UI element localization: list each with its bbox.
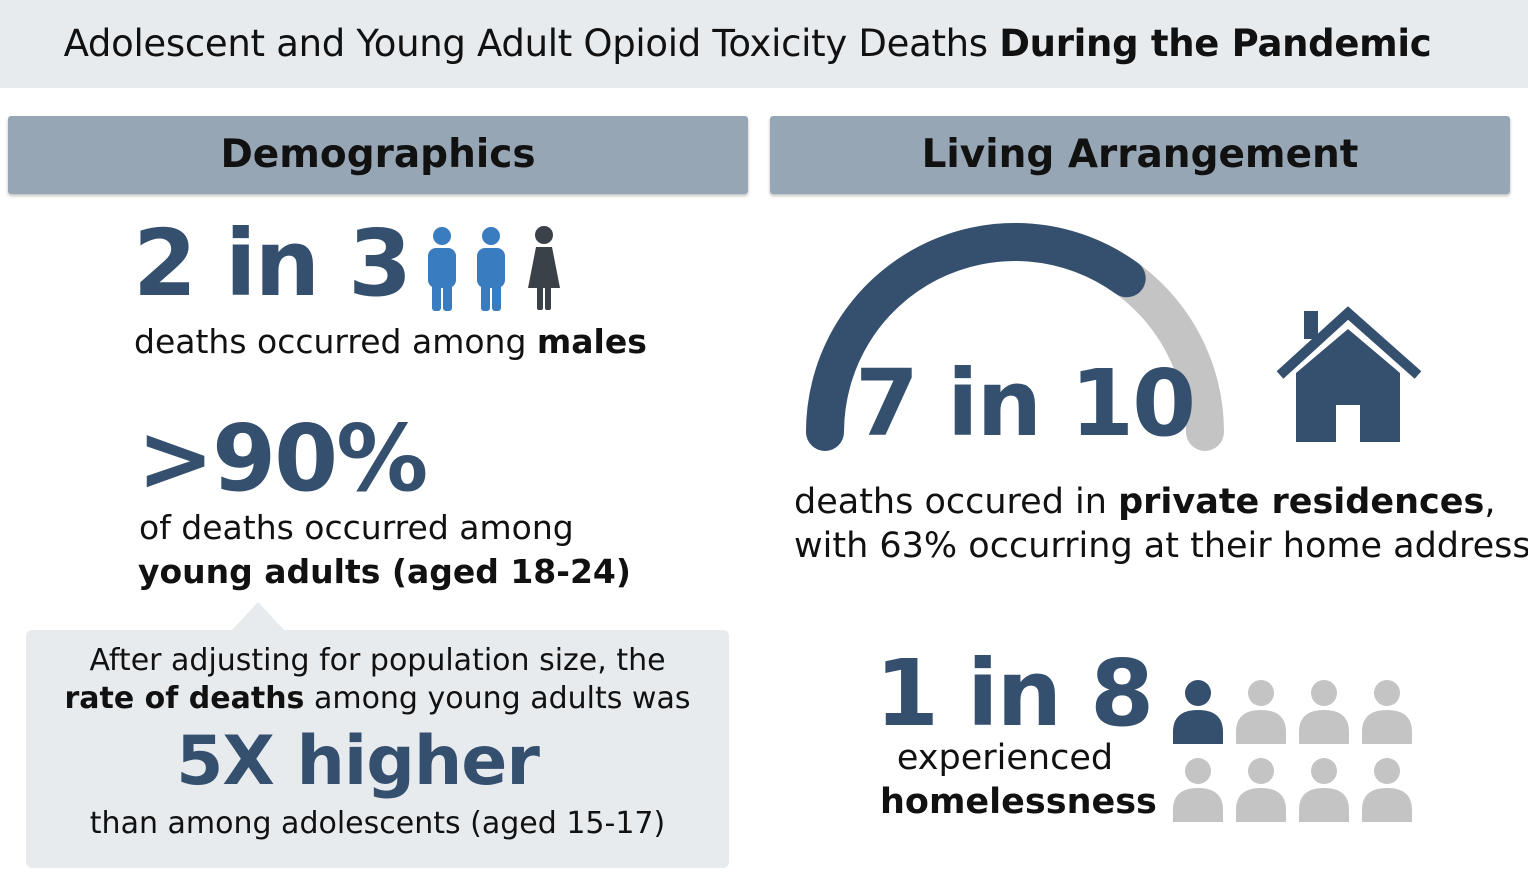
residence-bold: private residences: [1118, 482, 1485, 522]
person-icon: [1236, 758, 1286, 822]
callout-pointer: [230, 602, 286, 632]
male-person-icon: [477, 227, 505, 311]
callout-line2: rate of deaths among young adults was: [26, 681, 729, 716]
house-icon: [1276, 306, 1422, 442]
callout-line2-rest: among young adults was: [304, 681, 691, 716]
homelessness-text-line1: experienced: [896, 738, 1114, 778]
residence-regular: deaths occured in: [794, 482, 1119, 522]
males-stat: 2 in 3: [133, 210, 412, 317]
person-icon: [1173, 758, 1223, 822]
young-adults-stat: >90%: [137, 405, 428, 512]
person-icon: [1299, 758, 1349, 822]
title-regular: Adolescent and Young Adult Opioid Toxici…: [63, 22, 1000, 65]
males-text: deaths occurred among males: [134, 322, 647, 361]
demographics-header: Demographics: [8, 116, 748, 194]
homelessness-stat: 1 in 8: [875, 640, 1154, 747]
living-arrangement-header: Living Arrangement: [770, 116, 1510, 194]
person-icon: [1299, 680, 1349, 744]
young-adults-text-line1: of deaths occurred among: [139, 508, 574, 547]
young-adults-text-line2: young adults (aged 18-24): [138, 552, 631, 591]
title-bold: During the Pandemic: [999, 22, 1432, 65]
callout-box: [26, 630, 729, 868]
female-person-icon: [528, 226, 560, 310]
person-icon: [1236, 680, 1286, 744]
homelessness-person-grid: [1173, 680, 1412, 822]
gauge-chart: [806, 223, 1224, 451]
callout-big-stat: 5X higher: [176, 722, 540, 801]
callout-line2-bold: rate of deaths: [64, 681, 305, 716]
people-icons: [428, 226, 560, 311]
males-text-bold: males: [536, 322, 647, 361]
person-icon: [1173, 680, 1223, 744]
callout-line3: than among adolescents (aged 15-17): [89, 806, 666, 841]
gauge-fill: [806, 223, 1146, 451]
private-residence-stat: 7 in 10: [855, 350, 1196, 457]
homelessness-text-line2: homelessness: [880, 782, 1157, 822]
title-bar: [0, 0, 1528, 88]
page-title: Adolescent and Young Adult Opioid Toxici…: [0, 22, 1495, 65]
person-icon: [1362, 680, 1412, 744]
person-icon: [1362, 758, 1412, 822]
private-residence-text-line2: with 63% occurring at their home address: [794, 526, 1528, 566]
callout-line1: After adjusting for population size, the: [89, 643, 666, 678]
private-residence-text-line1: deaths occured in private residences,: [794, 482, 1495, 522]
residence-comma: ,: [1484, 482, 1496, 522]
male-person-icon: [428, 227, 456, 311]
males-text-regular: deaths occurred among: [134, 322, 537, 361]
